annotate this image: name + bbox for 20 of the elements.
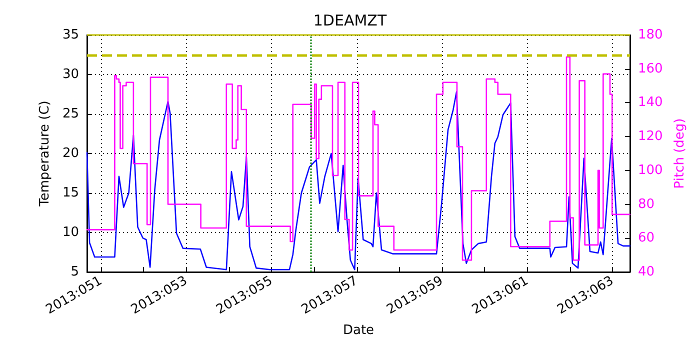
y-tick-label: 35 xyxy=(62,28,79,42)
y2-tick-label: 60 xyxy=(638,230,655,246)
y-tick-label: 20 xyxy=(62,146,79,161)
y2-tick-label: 40 xyxy=(638,264,655,280)
y2-tick-label: 100 xyxy=(638,162,663,178)
y-tick-label: 5 xyxy=(70,264,79,280)
y2-tick-label: 160 xyxy=(638,61,663,76)
y2-axis-title: Pitch (deg) xyxy=(672,118,688,189)
x-axis-title: Date xyxy=(342,323,374,338)
chart-title: 1DEAMZT xyxy=(313,12,388,30)
y-tick-label: 30 xyxy=(62,67,79,82)
y2-tick-label: 180 xyxy=(638,28,663,42)
y-tick-label: 25 xyxy=(62,106,79,122)
y2-tick-label: 140 xyxy=(638,95,663,110)
y-tick-label: 15 xyxy=(62,186,79,200)
y2-tick-label: 120 xyxy=(638,129,663,144)
y2-tick-label: 80 xyxy=(638,196,655,212)
y-axis-title: Temperature (C) xyxy=(38,100,53,208)
y-tick-label: 10 xyxy=(62,225,79,240)
line-series xyxy=(86,91,631,270)
